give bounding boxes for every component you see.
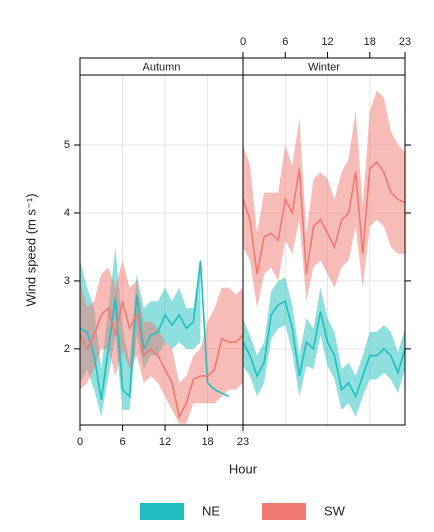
band <box>243 277 405 417</box>
y-tick-label: 3 <box>64 275 70 287</box>
y-axis-label: Wind speed (m s⁻¹) <box>23 193 38 306</box>
series-line <box>79 301 244 420</box>
x-tick-label: 0 <box>77 436 83 448</box>
series-line <box>79 260 230 400</box>
legend-label: SW <box>324 503 346 518</box>
x-tick-label: 0 <box>240 36 246 48</box>
strip-label: Autumn <box>143 61 181 73</box>
x-tick-label: 6 <box>282 36 288 48</box>
legend-swatch <box>140 503 184 520</box>
x-tick-label: 23 <box>399 36 411 48</box>
band <box>243 90 405 309</box>
x-tick-label: 18 <box>201 436 213 448</box>
series-line <box>242 160 406 275</box>
x-tick-label: 6 <box>119 436 125 448</box>
strip-label: Winter <box>308 61 340 73</box>
series-line <box>242 300 406 399</box>
y-tick-label: 5 <box>64 139 70 151</box>
legend-label: NE <box>202 503 220 518</box>
x-tick-label: 18 <box>364 36 376 48</box>
x-axis-label: Hour <box>229 461 258 476</box>
panel-frame <box>242 57 406 426</box>
y-tick-label: 4 <box>64 207 70 219</box>
band <box>80 260 243 424</box>
x-tick-label: 12 <box>321 36 333 48</box>
y-tick-label: 2 <box>64 343 70 355</box>
x-tick-label: 23 <box>237 436 249 448</box>
x-tick-label: 12 <box>159 436 171 448</box>
legend-swatch <box>262 503 306 520</box>
